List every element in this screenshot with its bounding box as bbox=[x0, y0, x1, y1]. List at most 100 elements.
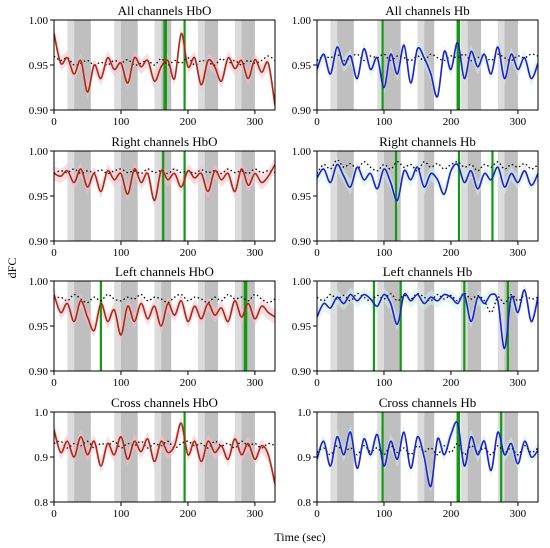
x-tick-label: 100 bbox=[376, 116, 393, 128]
y-tick-label: 1.00 bbox=[292, 276, 312, 288]
stimulus-block bbox=[504, 151, 518, 241]
series-line bbox=[54, 294, 275, 336]
stimulus-block bbox=[241, 412, 255, 502]
confidence-band bbox=[54, 157, 275, 208]
y-tick-label: 0.95 bbox=[29, 191, 49, 203]
y-tick-label: 1.0 bbox=[297, 407, 311, 419]
y-tick-label: 1.00 bbox=[29, 146, 49, 158]
stimulus-block bbox=[74, 412, 91, 502]
series-line bbox=[54, 422, 275, 485]
stimulus-block bbox=[417, 20, 425, 110]
stimulus-block bbox=[330, 281, 338, 371]
y-tick-label: 1.0 bbox=[34, 407, 48, 419]
x-tick-label: 100 bbox=[376, 247, 393, 259]
confidence-band bbox=[317, 35, 538, 104]
x-tick-label: 300 bbox=[510, 247, 527, 259]
x-tick-label: 100 bbox=[376, 508, 393, 520]
stimulus-block bbox=[424, 281, 435, 371]
y-tick-label: 1.00 bbox=[292, 146, 312, 158]
y-tick-label: 1.00 bbox=[29, 276, 49, 288]
x-tick-label: 300 bbox=[247, 116, 264, 128]
panel-2: All channels Hb 0 100 200 300 0.90 0.95 1.00 bbox=[292, 3, 539, 128]
panel-4: Right channels Hb 0 100 200 300 0.90 0.95 1.00 bbox=[292, 134, 539, 259]
y-axis-label: dFC bbox=[5, 258, 19, 279]
stimulus-block bbox=[161, 151, 172, 241]
plot-area bbox=[317, 412, 538, 502]
panel-7: Cross channels HbO 0 100 200 300 0.8 0.9 1.0 bbox=[34, 395, 276, 520]
stimulus-block bbox=[204, 151, 219, 241]
x-tick-label: 100 bbox=[376, 377, 393, 389]
x-tick-label: 200 bbox=[443, 377, 460, 389]
series-line bbox=[54, 164, 275, 202]
x-tick-label: 0 bbox=[314, 377, 320, 389]
stimulus-block bbox=[197, 151, 205, 241]
plot-area bbox=[317, 20, 538, 110]
stimulus-block bbox=[120, 281, 138, 371]
x-tick-label: 300 bbox=[510, 508, 527, 520]
panel-title: Right channels Hb bbox=[379, 134, 476, 149]
stimulus-block bbox=[197, 281, 205, 371]
x-tick-label: 0 bbox=[51, 377, 57, 389]
stimulus-block bbox=[234, 281, 242, 371]
stimulus-block bbox=[74, 151, 91, 241]
stimulus-block bbox=[67, 151, 75, 241]
x-tick-label: 100 bbox=[113, 377, 130, 389]
y-tick-label: 0.8 bbox=[34, 497, 48, 509]
x-tick-label: 300 bbox=[247, 247, 264, 259]
stimulus-block bbox=[114, 412, 121, 502]
stimulus-block bbox=[114, 151, 121, 241]
y-tick-label: 0.90 bbox=[292, 105, 312, 117]
confidence-band bbox=[54, 416, 275, 492]
stimulus-block bbox=[383, 412, 401, 502]
stimulus-block bbox=[154, 281, 162, 371]
stimulus-block bbox=[161, 412, 172, 502]
x-tick-label: 200 bbox=[180, 377, 197, 389]
stimulus-block bbox=[504, 412, 518, 502]
x-tick-label: 200 bbox=[180, 247, 197, 259]
panel-1: All channels HbO 0 100 200 300 0.90 0.95 1.00 bbox=[29, 3, 276, 128]
stimulus-block bbox=[424, 412, 435, 502]
reference-line bbox=[54, 440, 275, 449]
stimulus-block bbox=[460, 412, 468, 502]
stimulus-block bbox=[377, 281, 384, 371]
y-tick-label: 1.00 bbox=[29, 15, 49, 27]
x-tick-label: 300 bbox=[247, 508, 264, 520]
y-tick-label: 0.90 bbox=[292, 236, 312, 248]
y-tick-label: 0.90 bbox=[29, 105, 49, 117]
stimulus-block bbox=[154, 151, 162, 241]
stimulus-block bbox=[377, 151, 384, 241]
stimulus-block bbox=[417, 412, 425, 502]
stimulus-block bbox=[460, 151, 468, 241]
x-tick-label: 200 bbox=[443, 116, 460, 128]
x-tick-label: 200 bbox=[443, 247, 460, 259]
plot-area bbox=[317, 281, 538, 371]
x-tick-label: 200 bbox=[443, 508, 460, 520]
plot-area bbox=[54, 412, 275, 502]
stimulus-block bbox=[241, 20, 255, 110]
stimulus-block bbox=[241, 281, 255, 371]
x-tick-label: 100 bbox=[113, 116, 130, 128]
y-tick-label: 0.95 bbox=[292, 60, 312, 72]
plot-area bbox=[54, 20, 275, 110]
panel-6: Left channels Hb 0 100 200 300 0.90 0.95 1.00 bbox=[292, 264, 539, 389]
stimulus-block bbox=[504, 20, 518, 110]
x-tick-label: 0 bbox=[314, 247, 320, 259]
plot-area bbox=[54, 281, 275, 371]
stimulus-block bbox=[234, 151, 242, 241]
stimulus-block bbox=[330, 151, 338, 241]
x-tick-label: 300 bbox=[247, 377, 264, 389]
y-tick-label: 0.95 bbox=[292, 191, 312, 203]
stimulus-block bbox=[337, 412, 354, 502]
panel-5: Left channels HbO 0 100 200 300 0.90 0.95 1.00 bbox=[29, 264, 276, 389]
stimulus-block bbox=[241, 151, 255, 241]
y-tick-label: 0.9 bbox=[34, 452, 48, 464]
x-tick-label: 0 bbox=[314, 508, 320, 520]
stimulus-block bbox=[154, 20, 162, 110]
y-tick-label: 0.95 bbox=[29, 321, 49, 333]
reference-line bbox=[317, 159, 538, 174]
stimulus-block bbox=[424, 151, 435, 241]
series-line bbox=[317, 421, 538, 488]
reference-line bbox=[54, 293, 275, 304]
stimulus-block bbox=[417, 151, 425, 241]
